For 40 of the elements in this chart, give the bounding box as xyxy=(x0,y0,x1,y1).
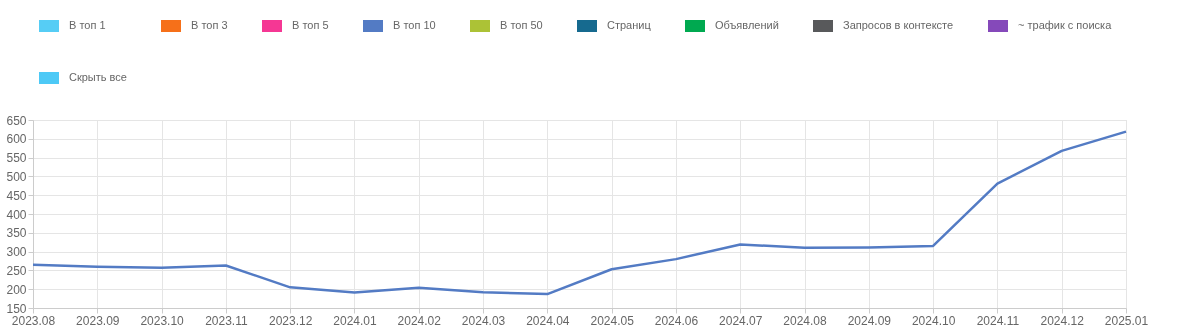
legend-label: ~ трафик с поиска xyxy=(1018,19,1113,31)
y-tick-label: 450 xyxy=(6,188,27,203)
x-tick-label: 2023.10 xyxy=(140,313,185,328)
legend-label: В топ 5 xyxy=(292,19,329,31)
x-tick-label: 2023.09 xyxy=(76,313,120,328)
legend-label: В топ 3 xyxy=(191,19,228,31)
x-tick-label: 2024.02 xyxy=(397,313,442,328)
x-tick-label: 2023.08 xyxy=(11,313,56,328)
y-tick-label: 500 xyxy=(6,169,27,184)
legend-label: Страниц xyxy=(607,19,652,31)
line-series xyxy=(31,130,1128,296)
y-tick-label: 400 xyxy=(6,207,27,222)
y-tick-label: 350 xyxy=(6,226,27,241)
legend-label: В топ 1 xyxy=(69,19,106,31)
x-tick-label: 2024.03 xyxy=(461,313,506,328)
x-tick-label: 2024.06 xyxy=(654,313,699,328)
x-tick-label: 2025.01 xyxy=(1104,313,1149,328)
y-tick-label: 200 xyxy=(6,282,27,297)
x-tick-label: 2024.12 xyxy=(1040,313,1085,328)
x-tick-label: 2024.08 xyxy=(783,313,828,328)
x-tick-label: 2024.10 xyxy=(911,313,956,328)
x-tick-label: 2024.07 xyxy=(719,313,763,328)
x-tick-label: 2023.12 xyxy=(268,313,313,328)
legend-label: Запросов в контексте xyxy=(843,19,954,31)
x-tick-label: 2024.05 xyxy=(590,313,635,328)
y-tick-label: 600 xyxy=(6,132,27,147)
legend-label: В топ 50 xyxy=(500,19,543,31)
y-tick-label: 550 xyxy=(6,151,27,166)
y-tick-label: 250 xyxy=(6,263,27,278)
x-tick-label: 2024.09 xyxy=(847,313,892,328)
y-tick-label: 150 xyxy=(6,301,27,316)
y-tick-label: 300 xyxy=(6,245,27,260)
x-tick-label: 2024.11 xyxy=(976,313,1020,328)
x-tick-label: 2024.04 xyxy=(526,313,570,328)
y-tick-label: 650 xyxy=(6,113,27,128)
x-tick-label: 2024.01 xyxy=(333,313,377,328)
legend-label: Скрыть все xyxy=(69,71,127,83)
x-tick-label: 2023.11 xyxy=(205,313,248,328)
legend-label: Объявлений xyxy=(715,19,779,31)
legend-label: В топ 10 xyxy=(393,19,436,31)
